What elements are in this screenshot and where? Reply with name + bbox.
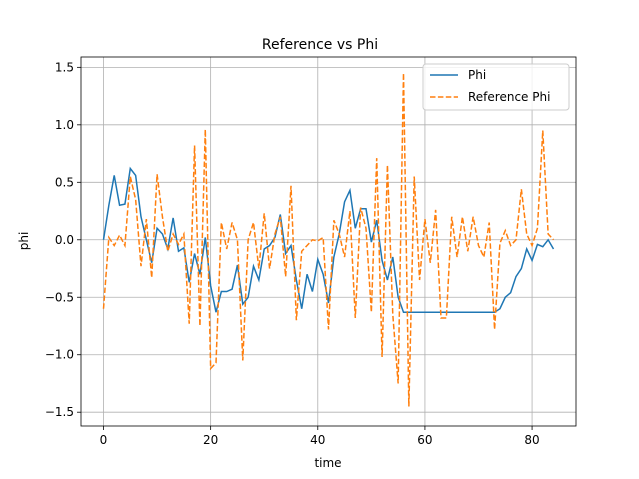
y-tick-label: 1.5	[55, 60, 74, 74]
x-tick-label: 40	[310, 433, 325, 447]
data-line	[102, 166, 555, 313]
legend-label: Phi	[468, 68, 486, 82]
y-tick-label: −0.5	[45, 290, 74, 304]
y-tick-label: 1.0	[55, 118, 74, 132]
legend: Phi Reference Phi	[422, 63, 570, 111]
y-tick-label: −1.0	[45, 348, 74, 362]
y-tick-label: 0.0	[55, 233, 74, 247]
plot-frame	[80, 56, 577, 427]
y-axis-label: phi	[17, 232, 31, 251]
chart-title: Reference vs Phi	[262, 37, 378, 53]
legend-label: Reference Phi	[468, 90, 550, 104]
y-tick-label: 0.5	[55, 175, 74, 189]
x-tick-label: 80	[524, 433, 539, 447]
x-tick-label: 0	[100, 433, 108, 447]
x-axis-label: time	[314, 456, 341, 470]
x-tick-label: 20	[203, 433, 218, 447]
x-tick-label: 60	[417, 433, 432, 447]
y-tick-label: −1.5	[45, 405, 74, 419]
legend-box	[422, 63, 570, 111]
data-line	[102, 73, 555, 407]
